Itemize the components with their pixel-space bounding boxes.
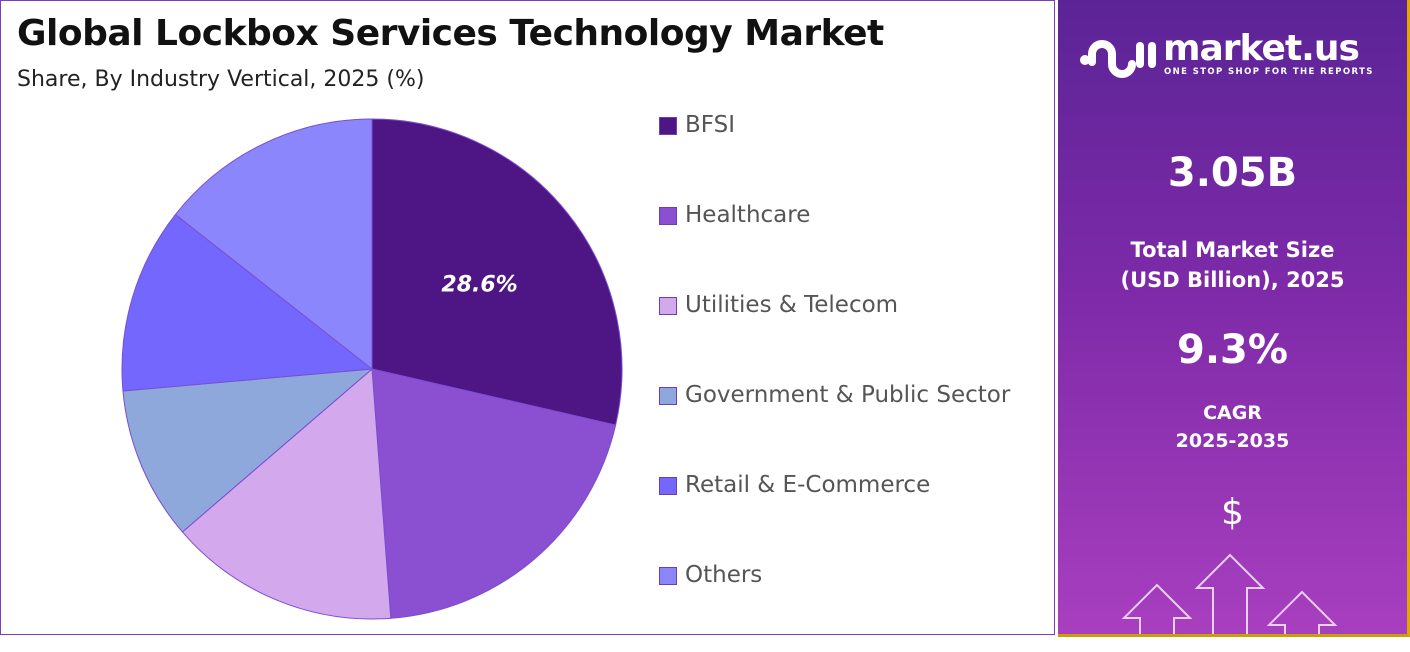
legend-swatch (659, 297, 677, 315)
legend-item: Retail & E-Commerce (659, 472, 1010, 562)
pie-slice-retail-e-commerce (121, 213, 374, 392)
market-size-value: 3.05B (1167, 150, 1298, 196)
cagr-label: CAGR (1203, 402, 1262, 424)
stats-panel: market.us ONE STOP SHOP FOR THE REPORTS … (1058, 0, 1410, 637)
chart-title: Global Lockbox Services Technology Marke… (17, 13, 884, 54)
legend-item: Government & Public Sector (659, 382, 1010, 472)
legend: BFSI Healthcare Utilities & Telecom Governm… (659, 112, 1010, 652)
chart-subtitle: Share, By Industry Vertical, 2025 (%) (17, 67, 425, 92)
pie-slice-government-public-sector (122, 368, 374, 533)
pie-chart: 28.6% (121, 118, 623, 620)
cagr-value: 9.3% (1177, 327, 1288, 373)
legend-item: Healthcare (659, 202, 1010, 292)
legend-swatch (659, 117, 677, 135)
legend-item: Utilities & Telecom (659, 292, 1010, 382)
legend-label: Others (685, 562, 763, 588)
legend-swatch (659, 387, 677, 405)
market-us-logo-icon (1080, 40, 1156, 78)
market-size-label: Total Market Size (1130, 238, 1335, 262)
legend-label: Retail & E-Commerce (685, 472, 931, 498)
market-size-label-2: (USD Billion), 2025 (1120, 268, 1345, 292)
legend-label: Government & Public Sector (685, 382, 1011, 408)
legend-label: Utilities & Telecom (685, 292, 899, 318)
pie-slice-healthcare (371, 368, 617, 619)
pie-slice-others (174, 118, 373, 371)
legend-swatch (659, 477, 677, 495)
data-label: 28.6% (441, 272, 517, 297)
brand-tagline: ONE STOP SHOP FOR THE REPORTS (1164, 67, 1374, 77)
legend-swatch (659, 567, 677, 585)
pie-slice-utilities-telecom (181, 367, 392, 620)
growth-arrows-icon (1121, 553, 1338, 634)
legend-item: Others (659, 562, 1010, 652)
dollar-sign: $ (1221, 492, 1244, 533)
legend-item: BFSI (659, 112, 1010, 202)
legend-label: BFSI (685, 112, 735, 138)
legend-swatch (659, 207, 677, 225)
legend-label: Healthcare (685, 202, 811, 228)
pie-slice-bfsi (371, 118, 623, 426)
chart-panel: Global Lockbox Services Technology Marke… (0, 0, 1055, 635)
brand-name: market.us (1163, 28, 1360, 69)
cagr-years: 2025-2035 (1175, 430, 1290, 452)
